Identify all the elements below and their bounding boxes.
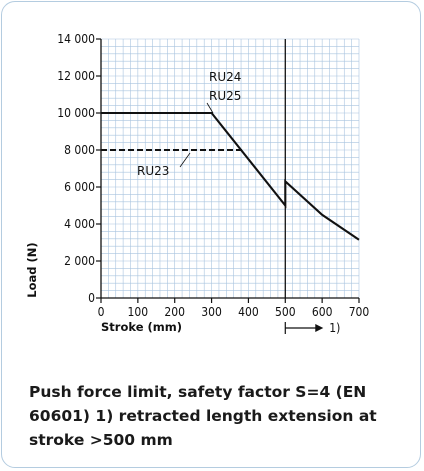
x-tick-label: 600 bbox=[312, 305, 333, 319]
y-tick-label: 8 000 bbox=[64, 143, 95, 157]
x-tick-label: 100 bbox=[128, 305, 149, 319]
y-axis-label: Load (N) bbox=[25, 242, 39, 297]
x-axis-label: Stroke (mm) bbox=[101, 320, 182, 334]
x-tick-label: 700 bbox=[349, 305, 370, 319]
chart-axes bbox=[100, 39, 359, 299]
x-tick-label: 300 bbox=[201, 305, 222, 319]
chart-labels: RU24 RU25 RU23 Load (N) Stroke (mm) 1) bbox=[25, 70, 340, 335]
x-tick-label: 200 bbox=[164, 305, 185, 319]
annotation-label: 1) bbox=[329, 321, 340, 335]
series-label-ru25: RU25 bbox=[209, 89, 241, 103]
x-tick-label: 0 bbox=[98, 305, 105, 319]
series-0-line bbox=[101, 111, 360, 241]
y-tick-label: 12 000 bbox=[57, 69, 95, 83]
leader-ru23 bbox=[179, 152, 191, 168]
annotation-arrow-head bbox=[315, 324, 324, 332]
y-tick-label: 10 000 bbox=[57, 106, 95, 120]
x-tick-label: 400 bbox=[238, 305, 259, 319]
y-tick-label: 4 000 bbox=[64, 217, 95, 231]
y-tick-label: 6 000 bbox=[64, 180, 95, 194]
chart-ticks: 0 2 000 4 000 6 000 8 000 10 000 12 000 14 000 0… bbox=[57, 32, 369, 319]
y-tick-label: 14 000 bbox=[57, 32, 95, 46]
chart-series bbox=[101, 39, 360, 298]
y-tick-label: 2 000 bbox=[64, 254, 95, 268]
leader-ru25 bbox=[206, 102, 214, 114]
series-label-ru24: RU24 bbox=[209, 70, 241, 84]
x-tick-label: 500 bbox=[275, 305, 296, 319]
y-tick-label: 0 bbox=[88, 291, 95, 305]
series-label-ru23: RU23 bbox=[137, 164, 169, 178]
chart-caption: Push force limit, safety factor S=4 (EN … bbox=[29, 383, 377, 449]
